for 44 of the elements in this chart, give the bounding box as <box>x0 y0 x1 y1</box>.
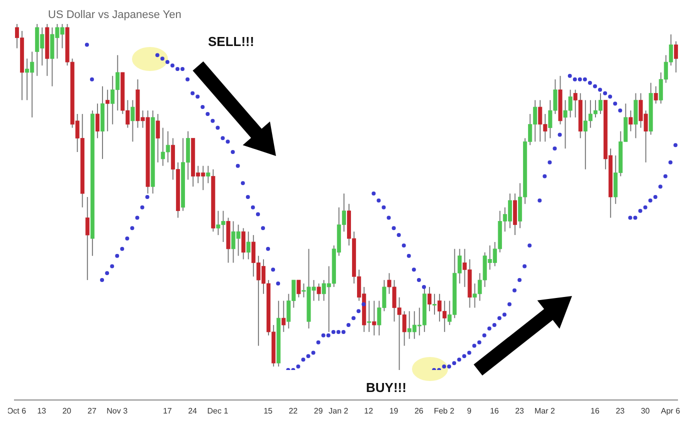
chart-title: US Dollar vs Japanese Yen <box>48 9 182 21</box>
candlestick <box>427 286 432 312</box>
x-tick-label: Dec 1 <box>207 406 229 416</box>
annotation: SELL!!! <box>208 34 254 49</box>
text: BUY!!! <box>366 380 406 395</box>
x-tick-label: 22 <box>288 406 298 416</box>
x-tick-label: 9 <box>467 406 472 416</box>
x-tick-label: 23 <box>616 406 626 416</box>
x-tick-label: 17 <box>162 406 172 416</box>
x-tick-label: 30 <box>640 406 650 416</box>
x-tick-label: 16 <box>590 406 600 416</box>
x-tick-label: Mar 2 <box>534 406 556 416</box>
x-tick-label: 12 <box>364 406 374 416</box>
x-tick-label: Apr 6 <box>660 406 681 416</box>
candlestick <box>432 293 437 316</box>
candlestick <box>674 40 678 73</box>
candlestick <box>654 86 658 104</box>
candlestick <box>628 110 633 132</box>
x-tick-label: 24 <box>188 406 198 416</box>
x-tick-label: 16 <box>490 406 500 416</box>
candlestick <box>372 300 376 336</box>
candlestick <box>85 196 90 281</box>
x-tick-label: Jan 2 <box>328 406 349 416</box>
x-tick-label: 19 <box>389 406 399 416</box>
x-tick-label: Nov 3 <box>106 406 128 416</box>
x-tick-label: Feb 2 <box>434 406 455 416</box>
x-tick-label: 13 <box>37 406 47 416</box>
x-tick-label: 15 <box>264 406 274 416</box>
candlestick <box>156 113 160 163</box>
candlestick <box>241 228 246 260</box>
x-tick-label: 26 <box>414 406 424 416</box>
candlestick <box>206 165 210 184</box>
candlestick <box>246 231 250 260</box>
candlestick <box>367 300 372 332</box>
x-tick-label: 23 <box>515 406 525 416</box>
candlestick <box>95 103 100 139</box>
x-tick-label: 27 <box>88 406 97 416</box>
candlestick <box>130 100 135 142</box>
x-tick-label: 20 <box>62 406 72 416</box>
x-tick-label: 29 <box>314 406 324 416</box>
candlestick <box>282 300 286 332</box>
candlestick <box>106 89 110 132</box>
candlestick <box>296 280 301 298</box>
candlestick <box>316 283 321 302</box>
